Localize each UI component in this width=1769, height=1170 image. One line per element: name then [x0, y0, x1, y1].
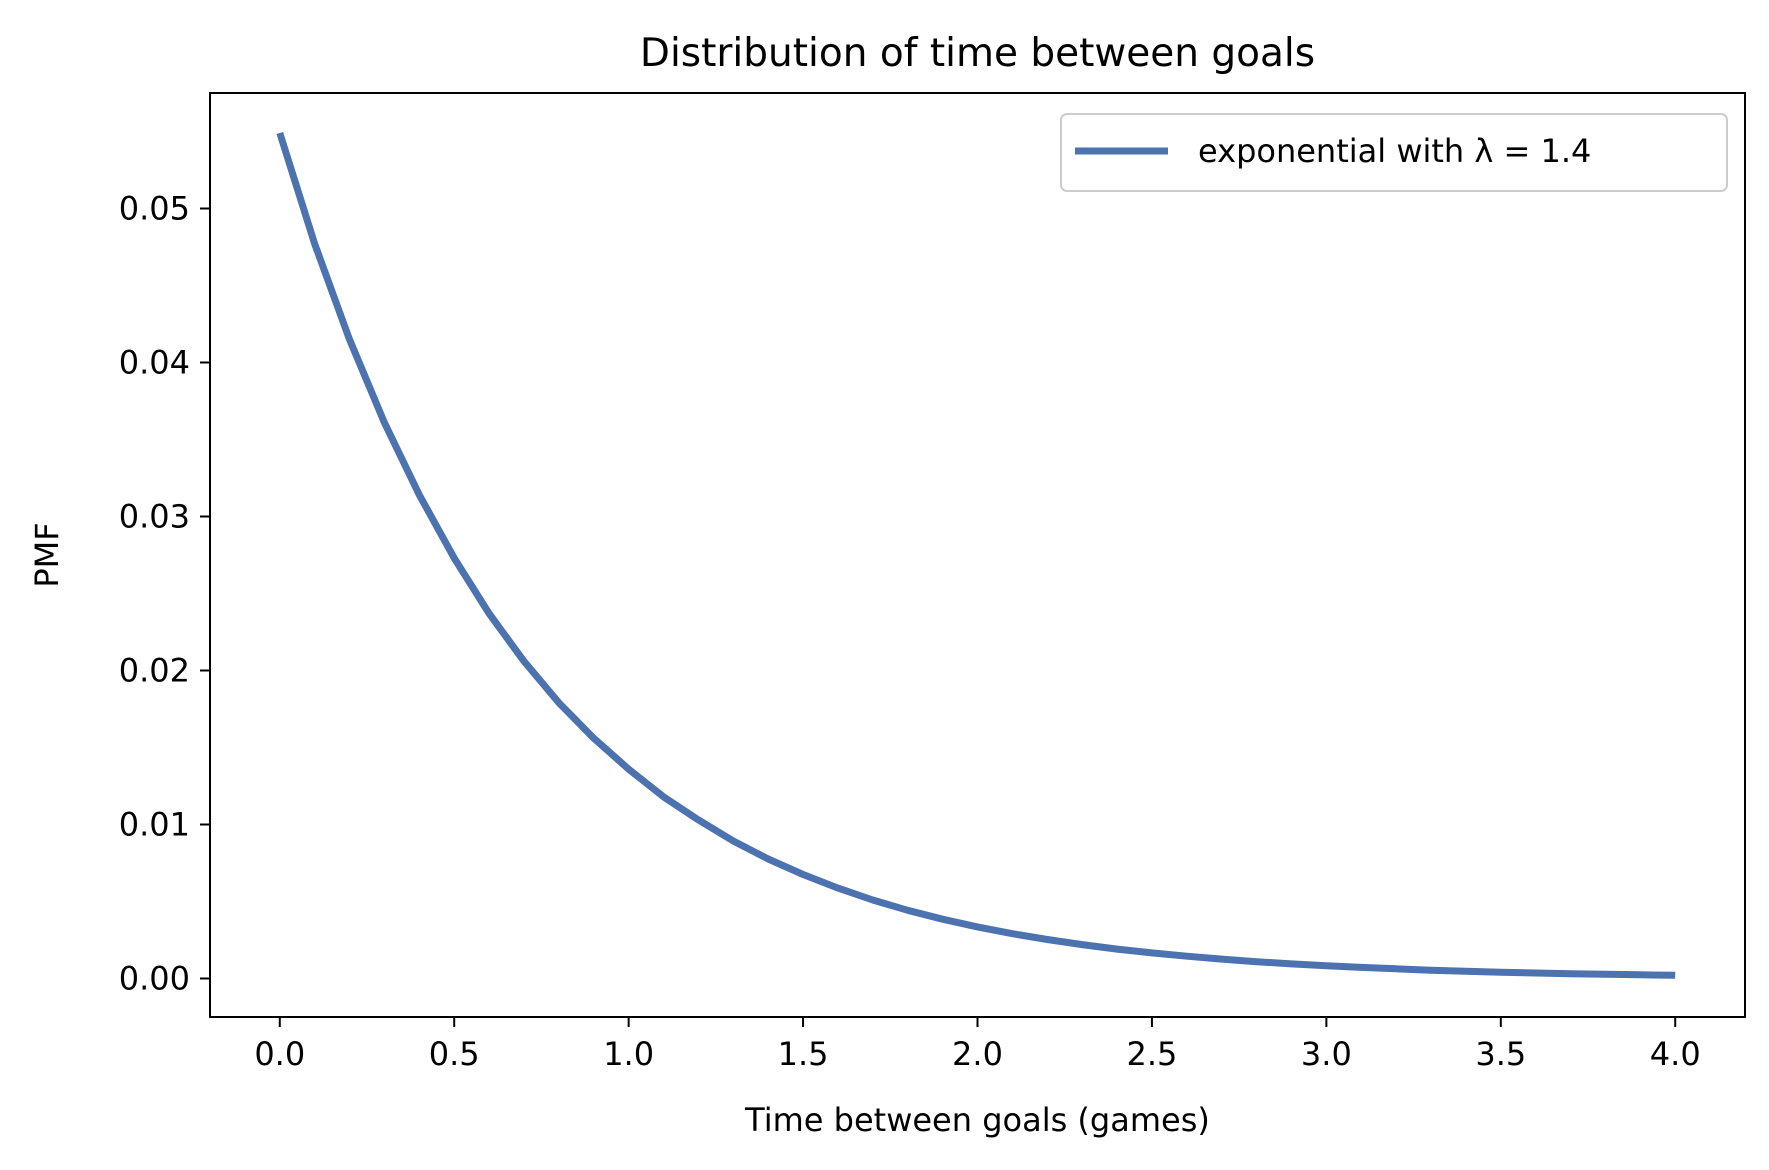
- x-axis-label: Time between goals (games): [744, 1101, 1210, 1139]
- chart-title: Distribution of time between goals: [640, 31, 1315, 76]
- x-tick-label: 3.5: [1475, 1035, 1526, 1073]
- x-tick-label: 2.5: [1126, 1035, 1177, 1073]
- y-tick-label: 0.05: [119, 190, 190, 228]
- x-tick-label: 2.0: [952, 1035, 1003, 1073]
- x-tick-label: 1.0: [603, 1035, 654, 1073]
- series-line-0: [276, 131, 1676, 979]
- y-tick-label: 0.02: [119, 652, 190, 690]
- plot-area: [209, 92, 1746, 1018]
- x-tick-label: 0.0: [254, 1035, 305, 1073]
- legend-box: [1060, 113, 1728, 192]
- legend: exponential with λ = 1.4: [1060, 113, 1728, 192]
- y-axis-label: PMF: [28, 522, 66, 587]
- y-tick-label: 0.04: [119, 344, 190, 382]
- y-axis: 0.00 0.01 0.02 0.03 0.04 0.05: [119, 190, 210, 998]
- x-tick-label: 0.5: [429, 1035, 480, 1073]
- y-tick-label: 0.01: [119, 806, 190, 844]
- x-tick-label: 3.0: [1301, 1035, 1352, 1073]
- legend-label: exponential with λ = 1.4: [1198, 132, 1591, 170]
- y-tick-label: 0.03: [119, 498, 190, 536]
- series-layer: [276, 131, 1676, 979]
- x-tick-label: 1.5: [778, 1035, 829, 1073]
- x-axis: 0.0 0.5 1.0 1.5 2.0 2.5 3.0 3.5 4.0: [254, 1017, 1701, 1073]
- x-tick-label: 4.0: [1650, 1035, 1701, 1073]
- y-tick-label: 0.00: [119, 960, 190, 998]
